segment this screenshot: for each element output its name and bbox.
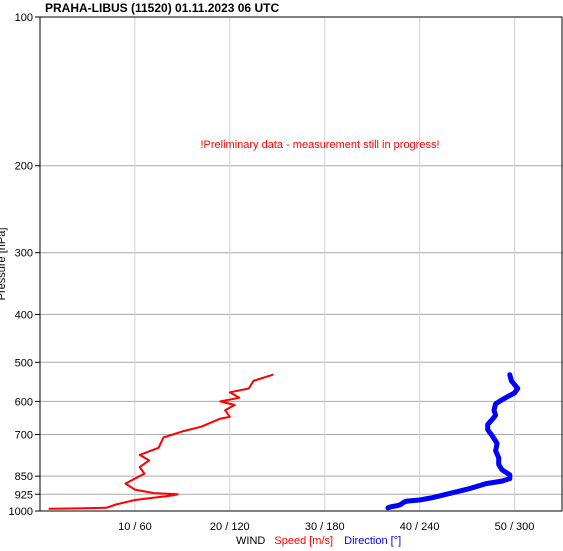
x-tick-label: 20 / 120 <box>210 521 250 533</box>
plot-frame <box>39 16 563 512</box>
y-tick-label: 400 <box>15 309 33 321</box>
y-tick-label: 500 <box>15 357 33 369</box>
speed-series-line <box>48 373 274 510</box>
x-axis-title: WIND Speed [m/s] Direction [°] <box>236 535 401 547</box>
y-tick-label: 850 <box>15 471 33 483</box>
x-tick-labels: 10 / 60 20 / 120 30 / 180 40 / 240 50 / 300 <box>118 521 534 533</box>
y-tick-label: 1000 <box>9 506 33 518</box>
chart-title: PRAHA-LIBUS (11520) 01.11.2023 06 UTC <box>45 1 279 15</box>
y-tick-label: 300 <box>15 248 33 260</box>
y-tick-label: 700 <box>15 429 33 441</box>
direction-series-line <box>385 372 521 511</box>
x-axis-title-part: Direction [°] <box>344 535 401 547</box>
series-layer <box>48 372 521 511</box>
y-tick-label: 100 <box>15 12 33 24</box>
y-tick-labels: 100 200 300 400 500 600 700 850 925 1000 <box>9 12 33 518</box>
y-axis-title: Pressure [hPa] <box>0 228 8 301</box>
x-axis-title-part: Speed [m/s] <box>274 535 333 547</box>
x-tick-label: 30 / 180 <box>305 521 345 533</box>
grid <box>35 16 562 512</box>
y-tick-label: 600 <box>15 396 33 408</box>
x-axis-title-part: WIND <box>236 535 265 547</box>
x-tick-label: 40 / 240 <box>400 521 440 533</box>
x-tick-label: 10 / 60 <box>118 521 152 533</box>
y-tick-label: 925 <box>15 489 33 501</box>
preliminary-data-note: !Preliminary data - measurement still in… <box>200 139 439 151</box>
y-tick-label: 200 <box>15 161 33 173</box>
x-tick-label: 50 / 300 <box>495 521 535 533</box>
